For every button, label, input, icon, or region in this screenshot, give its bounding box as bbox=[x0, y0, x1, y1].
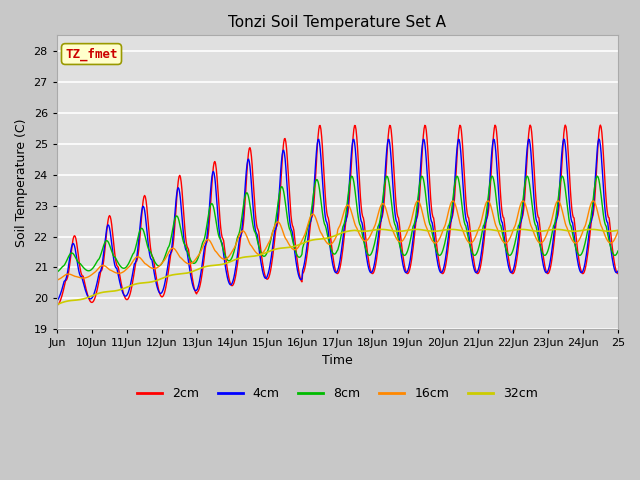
8cm bbox=[222, 254, 230, 260]
8cm bbox=[271, 223, 278, 228]
Line: 8cm: 8cm bbox=[57, 176, 618, 272]
Title: Tonzi Soil Temperature Set A: Tonzi Soil Temperature Set A bbox=[228, 15, 446, 30]
4cm bbox=[222, 266, 230, 272]
2cm bbox=[222, 256, 230, 262]
2cm bbox=[250, 185, 257, 191]
4cm bbox=[119, 289, 127, 295]
Line: 4cm: 4cm bbox=[57, 139, 618, 301]
16cm bbox=[119, 269, 127, 275]
8cm bbox=[427, 223, 435, 228]
32cm bbox=[614, 228, 622, 233]
4cm bbox=[271, 228, 278, 233]
8cm bbox=[614, 248, 622, 254]
2cm bbox=[596, 122, 604, 128]
16cm bbox=[614, 228, 622, 234]
4cm bbox=[614, 268, 622, 274]
2cm bbox=[119, 288, 127, 293]
32cm bbox=[222, 261, 230, 266]
32cm bbox=[271, 247, 278, 252]
X-axis label: Time: Time bbox=[322, 354, 353, 367]
32cm bbox=[588, 227, 595, 232]
4cm bbox=[53, 298, 61, 304]
32cm bbox=[250, 253, 257, 259]
16cm bbox=[250, 246, 257, 252]
4cm bbox=[250, 212, 257, 217]
2cm bbox=[53, 302, 61, 308]
16cm bbox=[53, 277, 61, 283]
32cm bbox=[396, 228, 403, 234]
Line: 2cm: 2cm bbox=[57, 125, 618, 305]
8cm bbox=[53, 269, 61, 275]
Line: 16cm: 16cm bbox=[57, 201, 618, 280]
8cm bbox=[119, 265, 127, 271]
4cm bbox=[595, 136, 603, 142]
2cm bbox=[271, 235, 278, 241]
Y-axis label: Soil Temperature (C): Soil Temperature (C) bbox=[15, 118, 28, 247]
16cm bbox=[589, 198, 597, 204]
2cm bbox=[614, 271, 622, 276]
Legend: 2cm, 4cm, 8cm, 16cm, 32cm: 2cm, 4cm, 8cm, 16cm, 32cm bbox=[132, 383, 543, 406]
Line: 32cm: 32cm bbox=[57, 229, 618, 305]
16cm bbox=[427, 235, 435, 240]
4cm bbox=[396, 236, 403, 242]
8cm bbox=[250, 226, 257, 231]
Text: TZ_fmet: TZ_fmet bbox=[65, 48, 118, 60]
8cm bbox=[396, 240, 403, 246]
16cm bbox=[271, 223, 278, 228]
16cm bbox=[222, 256, 230, 262]
32cm bbox=[53, 302, 61, 308]
32cm bbox=[119, 286, 127, 292]
16cm bbox=[396, 239, 403, 244]
8cm bbox=[488, 173, 496, 179]
2cm bbox=[427, 195, 435, 201]
2cm bbox=[396, 219, 403, 225]
32cm bbox=[427, 228, 435, 234]
4cm bbox=[427, 215, 435, 221]
